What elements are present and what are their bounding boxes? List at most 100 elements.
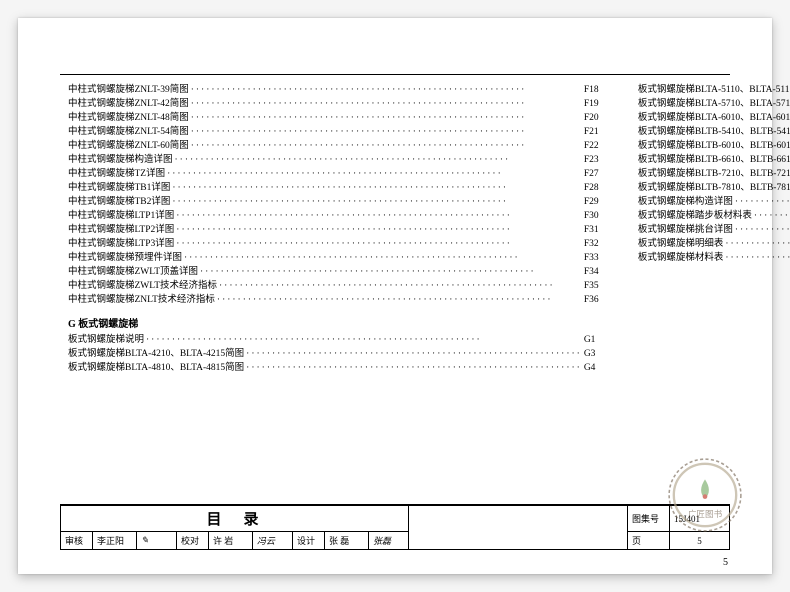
- toc-entry: 中柱式钢螺旋梯ZNLT技术经济指标·······················…: [68, 296, 610, 306]
- toc-title: 板式钢螺旋梯BLTB-7810、BLTB-7815简图: [638, 184, 790, 194]
- toc-title: 中柱式钢螺旋梯TB2详图: [68, 198, 170, 208]
- proof-name: 许 岩: [209, 532, 253, 550]
- toc-title: 板式钢螺旋梯说明: [68, 336, 144, 346]
- toc-entry: 板式钢螺旋梯BLTB-5410、BLTB-5415简图·············…: [638, 128, 790, 138]
- toc-entry: 板式钢螺旋梯BLTB-7210、BLTB-7215简图·············…: [638, 170, 790, 180]
- toc-entry: 板式钢螺旋梯挑台详图······························…: [638, 226, 790, 236]
- toc-entry: 板式钢螺旋梯踏步板材料表····························…: [638, 212, 790, 222]
- toc-entry: 中柱式钢螺旋梯TB2详图····························…: [68, 198, 610, 208]
- toc-leader-dots: ········································…: [170, 184, 583, 194]
- toc-entry: 板式钢螺旋梯材料表·······························…: [638, 254, 790, 264]
- toc-leader-dots: ········································…: [217, 282, 584, 292]
- toc-leader-dots: ········································…: [723, 254, 790, 264]
- toc-title: 板式钢螺旋梯BLTB-6610、BLTB-6615简图: [638, 156, 790, 166]
- toc-entry: 板式钢螺旋梯BLTB-7810、BLTB-7815简图·············…: [638, 184, 790, 194]
- toc-leader-dots: ········································…: [165, 170, 584, 180]
- toc-leader-dots: ········································…: [174, 240, 584, 250]
- toc-entry: 中柱式钢螺旋梯LTP2详图···························…: [68, 226, 610, 236]
- toc-title: 中柱式钢螺旋梯ZNLT技术经济指标: [68, 296, 215, 306]
- toc-leader-dots: ········································…: [189, 100, 584, 110]
- book-no: 15J401: [670, 506, 730, 532]
- left-column: 中柱式钢螺旋梯ZNLT-39简图························…: [68, 86, 610, 378]
- toc-leader-dots: ········································…: [189, 128, 584, 138]
- toc-entry: 中柱式钢螺旋梯预埋件详图····························…: [68, 254, 610, 264]
- toc-leader-dots: ········································…: [244, 364, 584, 374]
- toc-page: F30: [584, 212, 610, 222]
- section-g-heading: G 板式钢螺旋梯: [68, 320, 610, 330]
- footer-table: 目录 图集号 15J401 审核 李正阳 ✎ 校对 许 岩 冯云 设计 张 磊 …: [60, 505, 730, 550]
- toc-leader-dots: ········································…: [173, 156, 584, 166]
- page-scan: 中柱式钢螺旋梯ZNLT-39简图························…: [18, 18, 772, 574]
- toc-title: 板式钢螺旋梯BLTB-7210、BLTB-7215简图: [638, 170, 790, 180]
- toc-page: F29: [584, 198, 610, 208]
- toc-page: F20: [584, 114, 610, 124]
- toc-title: 板式钢螺旋梯BLTB-5410、BLTB-5415简图: [638, 128, 790, 138]
- toc-page: F23: [584, 156, 610, 166]
- toc-entry: 中柱式钢螺旋梯TZ详图·····························…: [68, 170, 610, 180]
- toc-entry: 板式钢螺旋梯明细表·······························…: [638, 240, 790, 250]
- design-sign: 张磊: [369, 532, 409, 550]
- toc-title: 板式钢螺旋梯BLTA-4810、BLTA-4815简图: [68, 364, 244, 374]
- toc-page: F35: [584, 282, 610, 292]
- toc-title: 中柱式钢螺旋梯ZNLT-60简图: [68, 142, 189, 152]
- toc-title: 中柱式钢螺旋梯ZWLT顶盖详图: [68, 268, 198, 278]
- toc-leader-dots: ········································…: [752, 212, 790, 222]
- toc-title: 板式钢螺旋梯构造详图: [638, 198, 733, 208]
- toc-leader-dots: ········································…: [189, 142, 584, 152]
- toc-leader-dots: ········································…: [198, 268, 584, 278]
- toc-leader-dots: ········································…: [215, 296, 584, 306]
- toc-title: 板式钢螺旋梯材料表: [638, 254, 724, 264]
- toc-page: F34: [584, 268, 610, 278]
- design-label: 设计: [293, 532, 325, 550]
- toc-title: 中柱式钢螺旋梯ZWLT技术经济指标: [68, 282, 217, 292]
- toc-page: F27: [584, 170, 610, 180]
- toc-entry: 板式钢螺旋梯BLTA-4810、BLTA-4815简图·············…: [68, 364, 610, 374]
- toc-title: 中柱式钢螺旋梯TZ详图: [68, 170, 165, 180]
- toc-entry: 中柱式钢螺旋梯构造详图·····························…: [68, 156, 610, 166]
- proof-sign: 冯云: [253, 532, 293, 550]
- toc-page: F18: [584, 86, 610, 96]
- toc-page: G1: [584, 336, 610, 346]
- toc-title: 板式钢螺旋梯明细表: [638, 240, 724, 250]
- toc-page: F32: [584, 240, 610, 250]
- toc-title: 中柱式钢螺旋梯LTP1详图: [68, 212, 174, 222]
- toc-title: 板式钢螺旋梯BLTA-4210、BLTA-4215简图: [68, 350, 244, 360]
- toc-entry: 板式钢螺旋梯构造详图······························…: [638, 198, 790, 208]
- design-name: 张 磊: [325, 532, 369, 550]
- toc-title: 中柱式钢螺旋梯TB1详图: [68, 184, 170, 194]
- toc-entry: 板式钢螺旋梯BLTB-6610、BLTB-6615简图·············…: [638, 156, 790, 166]
- toc-leader-dots: ········································…: [723, 240, 790, 250]
- toc-columns: 中柱式钢螺旋梯ZNLT-39简图························…: [68, 86, 728, 378]
- toc-entry: 板式钢螺旋梯BLTA-4210、BLTA-4215简图·············…: [68, 350, 610, 360]
- toc-page: G3: [584, 350, 610, 360]
- printed-page-number: 5: [723, 557, 728, 568]
- toc-leader-dots: ········································…: [244, 350, 584, 360]
- page-no: 5: [670, 532, 730, 550]
- toc-title: 中柱式钢螺旋梯ZNLT-42简图: [68, 100, 189, 110]
- toc-page: F22: [584, 142, 610, 152]
- check-label: 审核: [61, 532, 93, 550]
- toc-title: 板式钢螺旋梯BLTA-5110、BLTA-5115简图: [638, 86, 790, 96]
- check-name: 李正阳: [93, 532, 137, 550]
- top-rule: [60, 74, 730, 75]
- toc-entry: 板式钢螺旋梯BLTA-5110、BLTA-5115简图·············…: [638, 86, 790, 96]
- toc-entry: 中柱式钢螺旋梯TB1详图····························…: [68, 184, 610, 194]
- toc-leader-dots: ········································…: [182, 254, 584, 264]
- toc-title: 板式钢螺旋梯BLTA-5710、BLTA-5715简图: [638, 100, 790, 110]
- toc-title: 板式钢螺旋梯挑台详图: [638, 226, 733, 236]
- title-block: 目录 图集号 15J401 审核 李正阳 ✎ 校对 许 岩 冯云 设计 张 磊 …: [60, 504, 730, 550]
- toc-title: 中柱式钢螺旋梯ZNLT-54简图: [68, 128, 189, 138]
- right-column: 板式钢螺旋梯BLTA-5110、BLTA-5115简图 ·············…: [638, 86, 790, 378]
- toc-entry: 中柱式钢螺旋梯LTP1详图···························…: [68, 212, 610, 222]
- toc-title: 中柱式钢螺旋梯LTP3详图: [68, 240, 174, 250]
- toc-entry: 中柱式钢螺旋梯ZWLT技术经济指标·······················…: [68, 282, 610, 292]
- check-sign: ✎: [137, 532, 177, 550]
- book-label: 图集号: [628, 506, 670, 532]
- toc-leader-dots: ········································…: [174, 212, 584, 222]
- toc-entry: 板式钢螺旋梯BLTB-6010、BLTB-6015简图·············…: [638, 142, 790, 152]
- toc-entry: 中柱式钢螺旋梯LTP3详图···························…: [68, 240, 610, 250]
- proof-label: 校对: [177, 532, 209, 550]
- toc-entry: 板式钢螺旋梯BLTA-6010、BLTA-6015简图·············…: [638, 114, 790, 124]
- toc-title: 中柱式钢螺旋梯LTP2详图: [68, 226, 174, 236]
- doc-title: 目录: [61, 506, 409, 532]
